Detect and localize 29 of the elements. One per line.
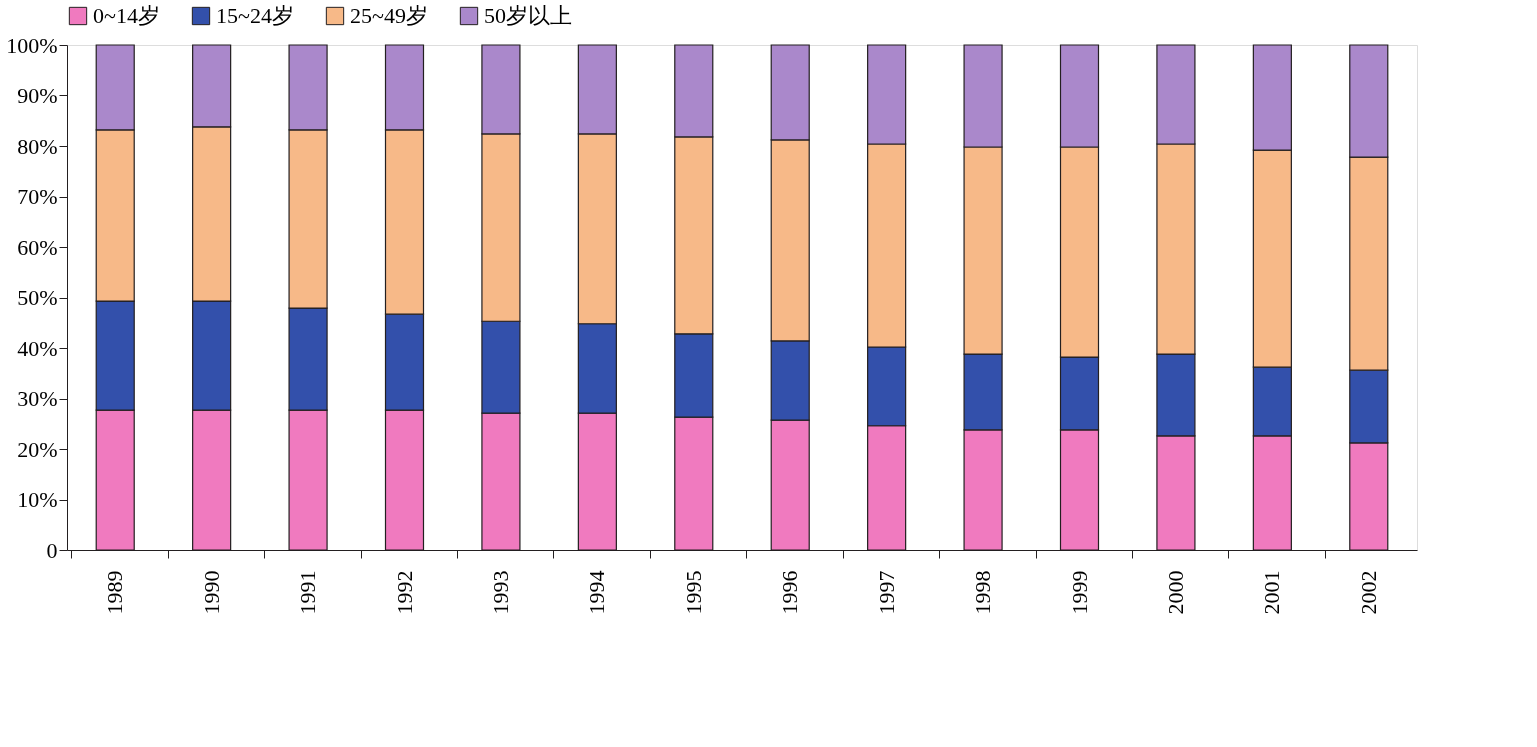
x-tick-label: 2001 [1259, 570, 1285, 615]
legend-label: 15~24岁 [216, 3, 294, 28]
legend-label: 50岁以上 [484, 3, 572, 28]
x-tick-label: 1995 [680, 570, 706, 615]
x-tick-label: 1997 [873, 570, 899, 615]
y-tick-label: 0 [46, 537, 58, 563]
x-tick-label: 2002 [1355, 570, 1381, 615]
y-tick-label: 50% [17, 285, 58, 310]
y-tick-label: 20% [17, 436, 58, 462]
x-tick-label: 1993 [487, 570, 513, 615]
x-tick-label: 1989 [102, 570, 128, 615]
y-tick-label: 40% [17, 335, 58, 361]
y-tick-label: 10% [17, 487, 58, 512]
y-tick-label: 80% [17, 133, 58, 159]
x-tick-label: 1992 [391, 570, 417, 615]
y-tick-label: 100% [6, 32, 58, 58]
x-tick-label: 1999 [1066, 570, 1092, 615]
x-tick-label: 1994 [584, 570, 610, 615]
x-tick-label: 2000 [1162, 570, 1188, 615]
y-tick-label: 30% [17, 386, 58, 411]
legend-label: 25~49岁 [350, 3, 428, 28]
y-tick-label: 70% [17, 184, 58, 209]
y-tick-label: 60% [17, 234, 58, 260]
legend-label: 0~14岁 [93, 3, 160, 28]
y-tick-label: 90% [17, 83, 58, 108]
x-tick-label: 1996 [777, 570, 803, 615]
x-tick-label: 1998 [970, 570, 996, 615]
x-tick-label: 1991 [295, 570, 321, 615]
x-tick-label: 1990 [198, 570, 224, 615]
